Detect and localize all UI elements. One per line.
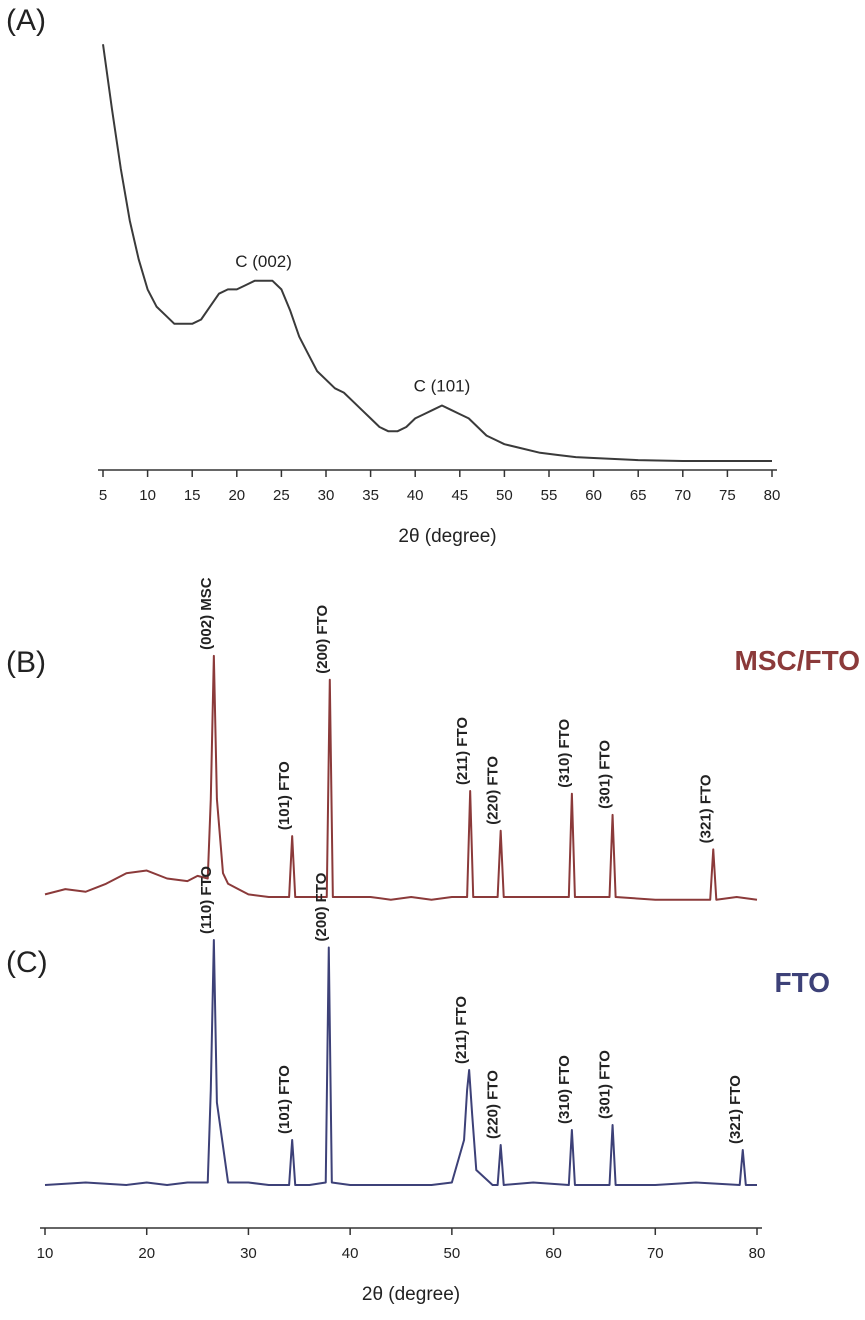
x-tick-label: 45 xyxy=(451,487,468,504)
xrd-line xyxy=(102,44,772,462)
peak-label: (211) FTO xyxy=(454,717,471,785)
x-tick-label: 70 xyxy=(647,1245,664,1262)
peak-label: (321) FTO xyxy=(697,774,714,843)
x-tick-label: 5 xyxy=(99,487,107,504)
series-name: MSC/FTO xyxy=(735,645,860,676)
xrd-line xyxy=(44,654,758,901)
peak-annotation: C (002) xyxy=(235,252,292,271)
panel-label: (C) xyxy=(6,946,48,979)
peak-label: (220) FTO xyxy=(485,1070,502,1139)
panel-label: (B) xyxy=(6,646,46,679)
x-tick-label: 25 xyxy=(273,487,290,504)
x-tick-label: 65 xyxy=(630,487,647,504)
x-tick-label: 10 xyxy=(139,487,156,504)
x-tick-label: 30 xyxy=(318,487,335,504)
peak-label: (200) FTO xyxy=(313,872,330,941)
peak-label: (110) FTO xyxy=(198,866,215,934)
peak-label: (101) FTO xyxy=(276,761,293,830)
x-tick-label: 10 xyxy=(37,1245,54,1262)
peak-label: (101) FTO xyxy=(276,1065,293,1134)
x-tick-label: 60 xyxy=(585,487,602,504)
x-tick-label: 30 xyxy=(240,1245,257,1262)
x-tick-label: 75 xyxy=(719,487,736,504)
x-tick-label: 55 xyxy=(541,487,558,504)
peak-label: (220) FTO xyxy=(485,756,502,825)
peak-label: (200) FTO xyxy=(314,605,331,674)
x-tick-label: 20 xyxy=(138,1245,155,1262)
x-axis-label: 2θ (degree) xyxy=(362,1284,460,1305)
x-tick-label: 20 xyxy=(228,487,245,504)
peak-label: (301) FTO xyxy=(597,740,614,809)
peak-label: (211) FTO xyxy=(453,996,470,1064)
x-tick-label: 50 xyxy=(496,487,513,504)
x-tick-label: 50 xyxy=(444,1245,461,1262)
series-name: FTO xyxy=(775,967,830,998)
x-tick-label: 40 xyxy=(407,487,424,504)
peak-annotation: C (101) xyxy=(414,377,471,396)
panel-label: (A) xyxy=(6,4,46,37)
peak-label: (002) MSC xyxy=(198,577,215,650)
x-tick-label: 60 xyxy=(545,1245,562,1262)
peak-label: (310) FTO xyxy=(556,718,573,787)
x-tick-label: 80 xyxy=(764,487,781,504)
x-tick-label: 80 xyxy=(749,1245,766,1262)
peak-label: (321) FTO xyxy=(727,1075,744,1144)
x-tick-label: 35 xyxy=(362,487,379,504)
x-tick-label: 40 xyxy=(342,1245,359,1262)
x-tick-label: 70 xyxy=(674,487,691,504)
x-axis-label: 2θ (degree) xyxy=(398,526,496,547)
peak-label: (310) FTO xyxy=(556,1055,573,1124)
peak-label: (301) FTO xyxy=(597,1050,614,1119)
xrd-line xyxy=(44,939,757,1186)
x-tick-label: 15 xyxy=(184,487,201,504)
